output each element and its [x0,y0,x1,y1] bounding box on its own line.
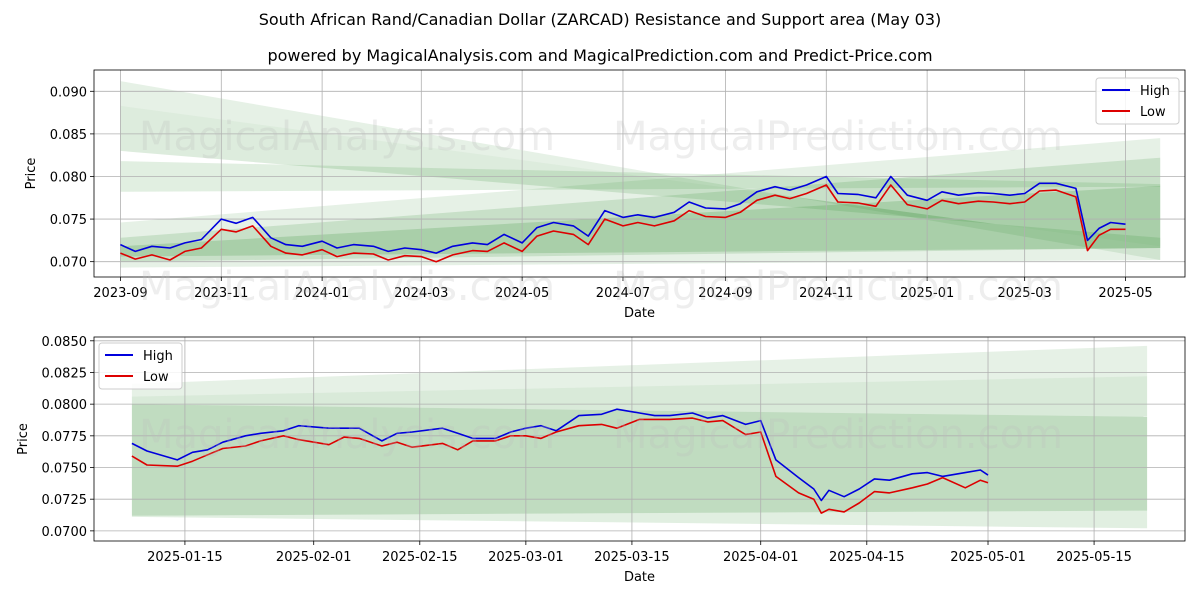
support-resistance-bands [131,345,1148,529]
x-tick-label: 2025-05-01 [950,550,1026,565]
plot-frame [93,336,1186,542]
y-axis-label: Price [16,423,31,455]
x-tick-label: 2025-02-01 [276,550,352,565]
y-tick-label: 0.0825 [42,366,88,381]
y-tick-label: 0.070 [50,256,87,271]
x-tick-label: 2025-03-01 [488,550,564,565]
x-tick-label: 2025-03-15 [594,550,670,565]
watermark-text: MagicalPrediction.com [613,412,1063,458]
band-4 [131,510,1148,529]
series-high-line [131,408,989,502]
legend-label-high: High [1140,84,1170,99]
x-tick-label: 2024-09 [698,286,752,301]
x-axis-label: Date [624,306,655,321]
x-tick-label: 2024-01 [295,286,349,301]
chart-2: 2025-01-15 2025-02-01 2025-02-15 2025-03-01… [16,335,1186,585]
legend-label-high: High [143,349,173,364]
y-tick-label: 0.085 [50,128,87,143]
series-low-line [120,184,1126,263]
y-tick-label: 0.0800 [42,398,88,413]
series-high-line [120,175,1126,254]
series-low-line [131,417,989,514]
y-tick-label: 0.080 [50,170,87,185]
watermark-text: MagicalAnalysis.com [139,264,555,310]
legend: High Low [98,342,183,390]
x-tick-label: 2024-03 [394,286,448,301]
watermark-text: MagicalAnalysis.com [139,114,555,160]
watermark-text: MagicalAnalysis.com [139,412,555,458]
grid [94,70,1185,277]
band-2 [120,105,1161,247]
chart-title: South African Rand/Canadian Dollar (ZARC… [258,10,942,29]
y-axis-label: Price [24,158,39,190]
x-tick-label: 2023-11 [194,286,248,301]
band-5 [120,157,1161,262]
x-tick-label: 2024-05 [495,286,549,301]
band-1 [131,345,1148,397]
x-tick-label: 2025-04-01 [723,550,799,565]
band-2 [131,376,1148,417]
x-axis-label: Date [624,570,655,585]
x-tick-label: 2025-05-15 [1056,550,1132,565]
chart-subtitle: powered by MagicalAnalysis.com and Magic… [267,46,933,65]
x-tick-label: 2025-01 [900,286,954,301]
watermark-text: MagicalPrediction.com [613,114,1063,160]
x-tick-label: 2025-01-15 [147,550,223,565]
band-6 [120,185,1161,257]
x-tick-label: 2025-05 [1098,286,1152,301]
y-tick-label: 0.0750 [42,462,88,477]
chart-1: 2023-09 2023-11 2024-01 2024-03 2024-05 2024-… [24,69,1186,321]
x-tick-label: 2024-11 [799,286,853,301]
y-tick-label: 0.0700 [42,525,88,540]
plot-frame [93,69,1186,278]
y-tick-label: 0.090 [50,85,87,100]
grid [94,337,1185,541]
y-tick-label: 0.075 [50,213,87,228]
y-tick-label: 0.0725 [42,493,88,508]
y-tick-label: 0.0775 [42,430,88,445]
x-tick-label: 2025-03 [997,286,1051,301]
x-tick-label: 2023-09 [93,286,147,301]
y-tick-label: 0.0850 [42,335,88,350]
band-4 [120,138,1161,268]
x-tick-label: 2025-02-15 [382,550,458,565]
legend-label-low: Low [1140,105,1166,120]
legend-label-low: Low [143,370,169,385]
band-3 [131,404,1148,516]
band-1 [120,81,1161,260]
watermark-text: MagicalPrediction.com [613,264,1063,310]
x-tick-label: 2025-04-15 [829,550,905,565]
x-tick-label: 2024-07 [596,286,650,301]
legend: High Low [1095,77,1180,125]
